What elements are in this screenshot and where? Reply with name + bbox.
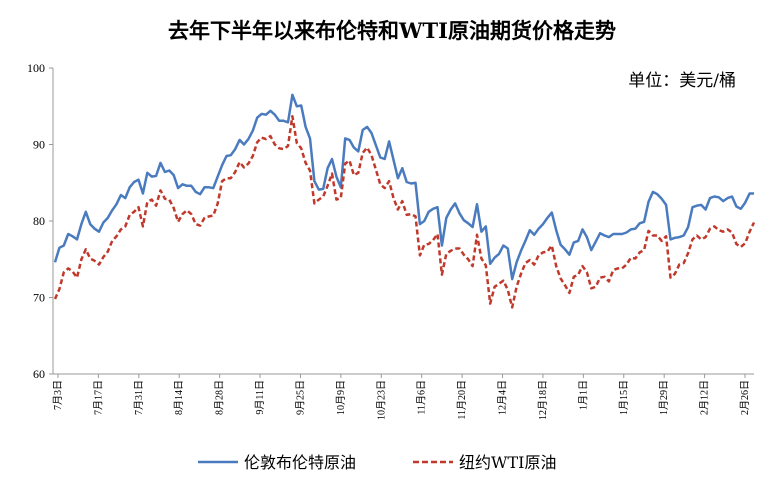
x-tick-label: 7月3日 bbox=[52, 380, 64, 410]
legend-brent-label: 伦敦布伦特原油 bbox=[244, 453, 356, 472]
wti-series-line bbox=[53, 114, 756, 309]
x-tick-label: 2月26日 bbox=[739, 380, 751, 415]
unit-label: 单位：美元/桶 bbox=[628, 71, 736, 91]
y-tick-label: 70 bbox=[33, 291, 45, 305]
x-tick-label: 8月14日 bbox=[173, 380, 185, 415]
legend-wti-label: 纽约WTI原油 bbox=[459, 453, 556, 472]
x-tick-label: 2月12日 bbox=[699, 380, 711, 415]
x-tick-label: 9月11日 bbox=[254, 380, 266, 415]
brent-series-line bbox=[53, 93, 754, 281]
series-lines bbox=[53, 93, 756, 309]
x-tick-label: 11月20日 bbox=[456, 380, 468, 420]
legend: 伦敦布伦特原油 纽约WTI原油 bbox=[198, 453, 556, 472]
x-ticks: 7月3日 7月17日 7月31日 8月14日 8月28日 9月11日 9月25日 10月9日 1… bbox=[52, 374, 751, 420]
x-tick-label: 11月6日 bbox=[416, 380, 428, 415]
x-tick-label: 7月31日 bbox=[133, 380, 145, 415]
y-tick-label: 80 bbox=[33, 214, 45, 228]
x-tick-label: 1月29日 bbox=[658, 380, 670, 415]
y-ticks: 60 70 80 90 100 bbox=[27, 61, 53, 381]
x-tick-label: 9月25日 bbox=[294, 380, 306, 415]
y-tick-label: 60 bbox=[33, 367, 45, 381]
x-tick-label: 12月4日 bbox=[497, 380, 509, 415]
y-tick-label: 100 bbox=[27, 61, 45, 75]
x-tick-label: 8月28日 bbox=[214, 380, 226, 415]
x-tick-label: 1月15日 bbox=[618, 380, 630, 415]
x-tick-label: 12月18日 bbox=[537, 380, 549, 420]
x-tick-label: 7月17日 bbox=[92, 380, 104, 415]
chart-title: 去年下半年以来布伦特和WTI原油期货价格走势 bbox=[168, 18, 616, 43]
x-tick-label: 10月23日 bbox=[375, 380, 387, 420]
x-tick-label: 1月1日 bbox=[577, 380, 589, 410]
y-tick-label: 90 bbox=[33, 138, 45, 152]
x-tick-label: 10月9日 bbox=[335, 380, 347, 415]
